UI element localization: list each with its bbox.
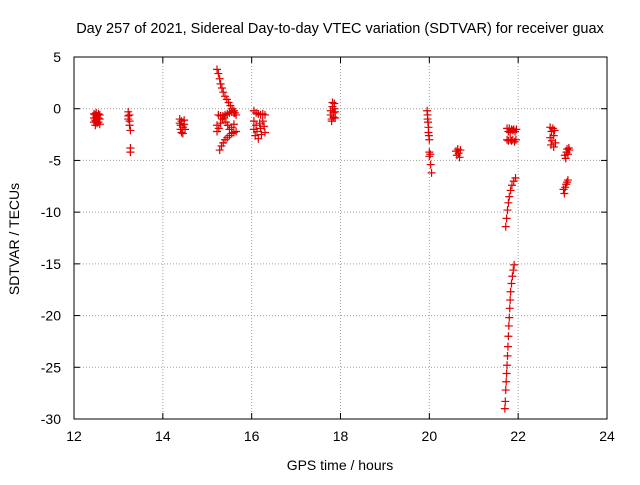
x-axis-label: GPS time / hours [287, 457, 394, 473]
data-point-marker [178, 129, 187, 138]
data-point-marker [507, 181, 516, 190]
data-point-marker [456, 146, 465, 155]
data-point-marker [425, 135, 434, 144]
data-point-marker [506, 186, 515, 195]
y-axis-ticks: 5 0 -5 -10 -15 -20 -25 -30 [41, 49, 607, 427]
data-point-marker [505, 313, 514, 322]
data-point-marker [258, 117, 267, 126]
data-point-marker [512, 125, 521, 134]
data-point-marker [501, 386, 510, 395]
data-point-marker [501, 397, 510, 406]
data-point-marker [215, 74, 224, 83]
data-point-marker [214, 69, 223, 78]
y-tick-label: -20 [41, 308, 61, 324]
data-point-marker [511, 174, 520, 183]
data-point-marker [219, 88, 228, 97]
data-point-marker [181, 125, 190, 134]
data-point-marker [216, 79, 225, 88]
data-point-marker [563, 176, 572, 185]
data-point-marker [506, 296, 515, 305]
data-point-marker [260, 110, 269, 119]
y-tick-label: -5 [49, 152, 62, 168]
data-point-marker [427, 168, 436, 177]
data-point-marker [329, 112, 338, 121]
data-point-marker [229, 120, 238, 129]
x-tick-label: 20 [422, 428, 438, 444]
data-point-marker [506, 287, 515, 296]
data-point-marker [502, 369, 511, 378]
data-point-marker [125, 121, 134, 130]
y-axis-label: SDTVAR / TECUs [6, 183, 22, 295]
data-point-marker [500, 404, 509, 413]
y-tick-label: 0 [53, 101, 61, 117]
y-tick-label: -15 [41, 256, 61, 272]
x-axis-ticks: 12 14 16 18 20 22 24 [66, 57, 615, 444]
data-point-marker [550, 126, 559, 135]
data-point-marker [504, 321, 513, 330]
data-point-marker [551, 138, 560, 147]
data-point-marker [455, 153, 464, 162]
data-point-marker [503, 361, 512, 370]
data-point-marker [220, 114, 229, 123]
data-point-marker [502, 377, 511, 386]
data-point-marker [426, 150, 435, 159]
data-point-marker [260, 128, 269, 137]
data-point-marker [501, 222, 510, 231]
data-point-marker [95, 120, 104, 129]
data-point-marker [505, 192, 514, 201]
data-point-marker [126, 148, 135, 157]
y-tick-label: -10 [41, 204, 61, 220]
data-point-marker [508, 272, 517, 281]
data-point-marker [503, 342, 512, 351]
data-point-marker [549, 131, 558, 140]
data-point-marker [565, 146, 574, 155]
data-point-marker [563, 178, 572, 187]
data-point-marker [560, 189, 569, 198]
y-tick-label: -30 [41, 411, 61, 427]
grid-lines [74, 57, 607, 419]
data-points [89, 65, 574, 413]
data-point-marker [510, 260, 519, 269]
data-point-marker [502, 214, 511, 223]
data-point-marker [126, 126, 135, 135]
data-point-marker [232, 110, 241, 119]
x-tick-label: 18 [333, 428, 349, 444]
data-point-marker [426, 160, 435, 169]
data-point-marker [254, 134, 263, 143]
y-tick-label: -25 [41, 359, 61, 375]
data-point-marker [232, 127, 241, 136]
data-point-marker [425, 152, 434, 161]
data-point-marker [331, 114, 340, 123]
data-point-marker [260, 122, 269, 131]
chart-title: Day 257 of 2021, Sidereal Day-to-day VTE… [76, 21, 604, 37]
data-point-marker [214, 124, 223, 133]
x-tick-label: 16 [244, 428, 260, 444]
data-point-marker [213, 65, 222, 74]
data-point-marker [507, 279, 516, 288]
data-point-marker [180, 120, 189, 129]
data-point-marker [217, 84, 226, 93]
y-tick-label: 5 [53, 49, 61, 65]
data-point-marker [503, 351, 512, 360]
data-point-marker [561, 154, 570, 163]
data-point-marker [504, 198, 513, 207]
x-tick-label: 24 [599, 428, 615, 444]
data-point-marker [504, 332, 513, 341]
x-tick-label: 22 [510, 428, 526, 444]
data-point-marker [216, 119, 225, 128]
x-tick-label: 12 [66, 428, 82, 444]
x-tick-label: 14 [155, 428, 171, 444]
data-point-marker [511, 135, 520, 144]
data-point-marker [563, 150, 572, 159]
data-point-marker [509, 266, 518, 275]
data-point-marker [249, 117, 258, 126]
data-point-marker [215, 146, 224, 155]
data-point-marker [503, 206, 512, 215]
data-point-marker [549, 142, 558, 151]
data-point-marker [505, 304, 514, 313]
